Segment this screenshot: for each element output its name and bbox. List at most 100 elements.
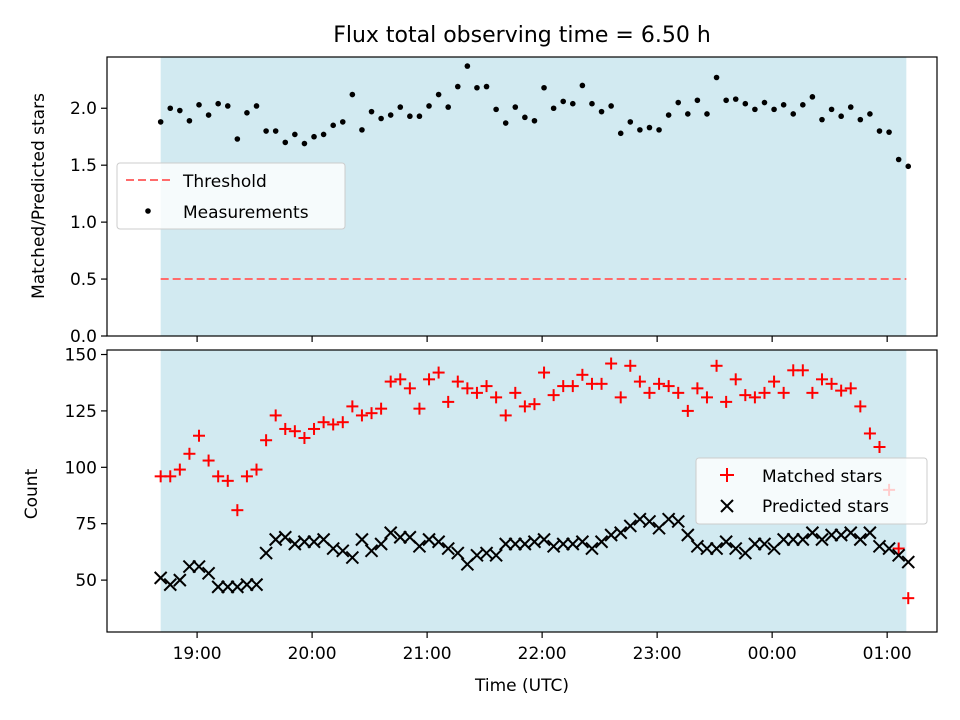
matched-stars-point [260,434,273,447]
chart-title: Flux total observing time = 6.50 h [333,23,711,48]
legend-predicted-swatch [720,499,734,513]
measurement-point [502,120,509,126]
measurement-point [752,106,758,113]
matched-stars-point [768,375,781,388]
matched-stars-point [844,382,857,395]
predicted-stars-point [585,541,599,556]
matched-stars-point [873,441,886,454]
x-tick-label: 00:00 [748,644,797,664]
matched-stars-point [384,375,397,388]
measurement-point [656,127,662,133]
matched-stars-point [461,382,474,395]
measurement-point [224,103,231,109]
measurement-point [627,119,634,125]
matched-stars-point [490,391,503,404]
matched-stars-point [729,373,742,386]
measurement-point [694,97,701,104]
matched-stars-point [547,389,560,402]
y-tick-label: 100 [65,458,97,478]
predicted-stars-point [173,573,187,587]
predicted-stars-point [374,537,388,551]
predicted-stars-point [211,580,225,594]
measurement-point [685,111,691,117]
predicted-stars-point [556,537,570,551]
y-tick-label: 0.0 [70,327,97,347]
predicted-stars-point [431,535,446,549]
predicted-stars-point [796,532,810,547]
measurement-point [742,100,749,107]
predicted-stars-point [700,541,714,556]
measurement-point [512,104,519,110]
matched-stars-point [269,409,282,422]
predicted-stars-point [805,526,820,540]
measurement-point [589,100,595,107]
predicted-stars-point [537,532,551,547]
matched-stars-point [633,375,646,388]
matched-stars-point [403,382,416,395]
measurement-point [454,83,461,90]
matched-stars-point [739,389,752,402]
predicted-stars-point [594,535,609,549]
x-tick-label: 22:00 [518,644,567,664]
predicted-stars-point [297,535,312,549]
matched-stars-point [538,366,551,379]
measurement-point [397,104,404,110]
matched-stars-point [317,416,330,429]
measurement-point [330,122,336,129]
count-legend-box [695,457,928,525]
measurement-point [886,129,892,135]
x-tick-label: 19:00 [173,644,222,664]
measurement-point [598,108,605,115]
measurement-point [560,98,567,105]
predicted-stars-point [671,514,685,529]
predicted-stars-point [681,528,695,542]
matched-stars-point [672,386,685,399]
measurement-point [646,124,653,131]
predicted-stars-point [863,526,877,540]
legend-predicted-label: Predicted stars [762,497,889,517]
matched-stars-point [643,386,656,399]
matched-stars-point [394,373,407,386]
matched-stars-point [193,429,206,442]
measurement-point [905,163,912,170]
measurement-point [713,74,720,81]
y-tick-label: 150 [65,346,97,366]
predicted-stars-point [824,528,839,542]
matched-stars-point [212,470,225,483]
predicted-stars-point [441,541,455,556]
count-y-axis-label: Count [22,468,42,519]
matched-stars-point [796,364,809,377]
measurement-point [608,103,614,109]
matched-stars-point [250,463,263,476]
predicted-stars-point [163,577,177,592]
measurement-point [637,127,643,133]
predicted-stars-point [776,532,791,547]
measurement-point [828,106,835,113]
matched-stars-point [202,454,215,467]
matched-stars-point [566,380,579,393]
matched-stars-point [653,377,666,390]
predicted-stars-point [709,541,724,556]
measurement-point [263,128,269,134]
matched-stars-point [825,377,838,390]
measurement-point [876,128,883,134]
predicted-stars-point [623,519,638,533]
measurement-point [272,128,279,134]
measurement-point [704,111,710,117]
ratio-y-axis-label: Matched/Predicted stars [29,93,49,299]
measurement-point [895,156,902,163]
predicted-stars-point [498,537,513,551]
predicted-stars-point [642,514,657,529]
measurement-point [167,105,174,112]
predicted-stars-point [882,541,896,556]
matched-stars-point [480,380,493,393]
x-axis-label: Time (UTC) [474,676,569,696]
predicted-stars-point [614,526,628,540]
matched-stars-point [576,368,589,381]
matched-stars-point [595,377,608,390]
predicted-stars-point [748,537,762,551]
matched-stars-point [288,425,301,438]
measurement-point [569,100,576,107]
predicted-stars-point [240,577,254,592]
